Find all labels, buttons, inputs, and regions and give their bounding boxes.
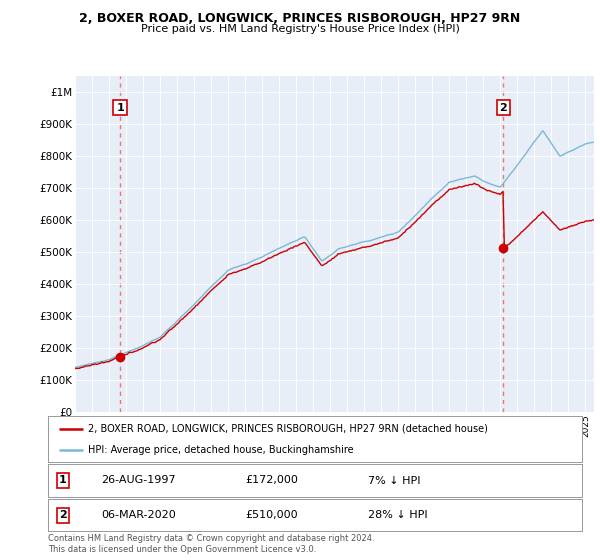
Text: £510,000: £510,000	[245, 510, 298, 520]
Text: 2: 2	[59, 510, 67, 520]
Text: 2, BOXER ROAD, LONGWICK, PRINCES RISBOROUGH, HP27 9RN: 2, BOXER ROAD, LONGWICK, PRINCES RISBORO…	[79, 12, 521, 25]
Text: 7% ↓ HPI: 7% ↓ HPI	[368, 475, 421, 486]
Text: 28% ↓ HPI: 28% ↓ HPI	[368, 510, 428, 520]
Text: 1: 1	[116, 102, 124, 113]
Text: 2: 2	[500, 102, 508, 113]
Text: £172,000: £172,000	[245, 475, 298, 486]
Text: 06-MAR-2020: 06-MAR-2020	[101, 510, 176, 520]
Text: Price paid vs. HM Land Registry's House Price Index (HPI): Price paid vs. HM Land Registry's House …	[140, 24, 460, 34]
Text: 2, BOXER ROAD, LONGWICK, PRINCES RISBOROUGH, HP27 9RN (detached house): 2, BOXER ROAD, LONGWICK, PRINCES RISBORO…	[88, 424, 488, 434]
Text: 1: 1	[59, 475, 67, 486]
Text: Contains HM Land Registry data © Crown copyright and database right 2024.
This d: Contains HM Land Registry data © Crown c…	[48, 534, 374, 554]
Text: 26-AUG-1997: 26-AUG-1997	[101, 475, 176, 486]
Text: HPI: Average price, detached house, Buckinghamshire: HPI: Average price, detached house, Buck…	[88, 445, 353, 455]
